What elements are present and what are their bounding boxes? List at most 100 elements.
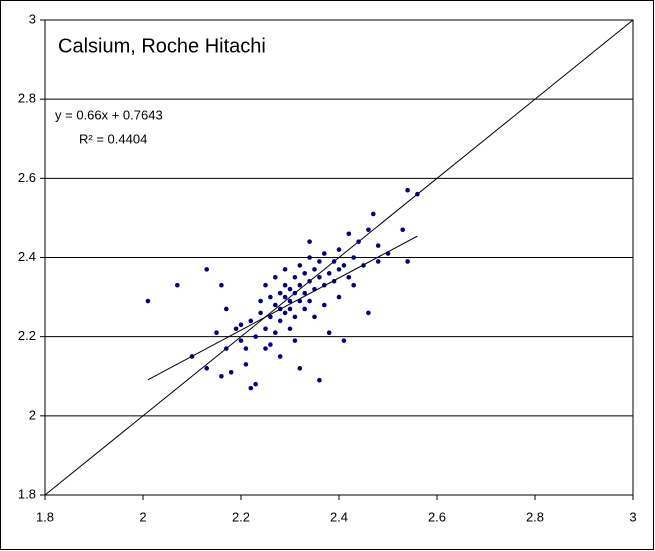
point: [268, 294, 273, 300]
point: [282, 310, 288, 316]
point: [248, 318, 254, 324]
point: [326, 271, 332, 276]
point: [297, 263, 303, 268]
point: [145, 298, 151, 304]
point: [238, 338, 244, 343]
point: [375, 243, 381, 248]
point: [292, 314, 298, 320]
point: [282, 294, 288, 300]
point: [331, 259, 337, 264]
point: [273, 274, 278, 280]
point: [273, 302, 278, 308]
point: [366, 227, 371, 233]
y-tick-label: 2.4: [18, 249, 36, 264]
point: [375, 259, 381, 264]
point: [322, 251, 327, 256]
x-tick-label: 1.8: [36, 509, 54, 524]
point: [258, 310, 263, 316]
point: [307, 298, 312, 304]
point: [307, 239, 312, 244]
point: [336, 267, 342, 272]
y-tick-label: 1.8: [18, 486, 36, 501]
point: [228, 369, 234, 375]
point: [400, 227, 406, 233]
point: [263, 282, 268, 288]
y-tick-label: 3: [29, 11, 36, 26]
point: [302, 306, 308, 312]
point: [258, 298, 263, 304]
point: [312, 267, 317, 272]
point: [214, 330, 219, 336]
point: [351, 282, 357, 288]
point: [233, 326, 239, 332]
point: [297, 282, 303, 288]
point: [282, 282, 288, 288]
point: [287, 306, 293, 312]
point: [268, 314, 273, 320]
point: [292, 274, 298, 280]
point: [243, 362, 249, 367]
point: [302, 271, 308, 276]
point: [371, 211, 376, 217]
x-tick-label: 2: [139, 509, 146, 524]
point: [287, 326, 293, 332]
point: [307, 278, 312, 284]
point: [277, 318, 283, 324]
point: [219, 373, 224, 379]
point: [405, 187, 410, 193]
y-tick-label: 2.2: [18, 328, 36, 343]
point: [287, 298, 293, 304]
point: [277, 354, 283, 359]
trend-line: [147, 235, 418, 381]
point: [346, 274, 352, 280]
point: [268, 342, 273, 347]
point: [341, 338, 347, 343]
point: [297, 366, 303, 371]
point: [351, 255, 357, 260]
y-tick-label: 2.6: [18, 170, 36, 185]
identity-line: [44, 19, 634, 496]
point: [307, 255, 312, 260]
point: [224, 346, 229, 351]
point: [317, 259, 322, 264]
point: [366, 310, 371, 316]
point: [322, 302, 327, 308]
point: [175, 282, 180, 288]
point: [219, 282, 224, 288]
point: [282, 267, 288, 272]
point: [273, 330, 278, 336]
x-tick-label: 3: [629, 509, 636, 524]
point: [292, 338, 298, 343]
point: [336, 247, 342, 252]
point: [204, 366, 209, 371]
point: [277, 290, 283, 296]
point: [341, 263, 347, 268]
point: [253, 334, 258, 339]
point: [326, 330, 332, 336]
point: [263, 346, 268, 351]
point: [405, 259, 410, 264]
point: [287, 286, 293, 292]
y-tick-label: 2.8: [18, 91, 36, 106]
point: [415, 191, 420, 197]
point: [248, 385, 254, 391]
point: [238, 322, 244, 328]
point: [243, 346, 249, 351]
x-tick-label: 2.8: [526, 509, 544, 524]
r-squared: R² = 0.4404: [79, 131, 147, 146]
chart-title: Calsium, Roche Hitachi: [58, 35, 266, 57]
x-tick-label: 2.6: [428, 509, 446, 524]
y-tick-label: 2: [29, 407, 36, 422]
point: [224, 306, 229, 312]
point: [263, 326, 268, 332]
point: [302, 290, 308, 296]
point: [336, 294, 342, 300]
point: [317, 274, 322, 280]
point: [346, 231, 352, 237]
point: [356, 239, 361, 244]
point: [312, 314, 317, 320]
point: [317, 377, 322, 383]
point: [204, 267, 209, 272]
x-tick-label: 2.4: [330, 509, 348, 524]
